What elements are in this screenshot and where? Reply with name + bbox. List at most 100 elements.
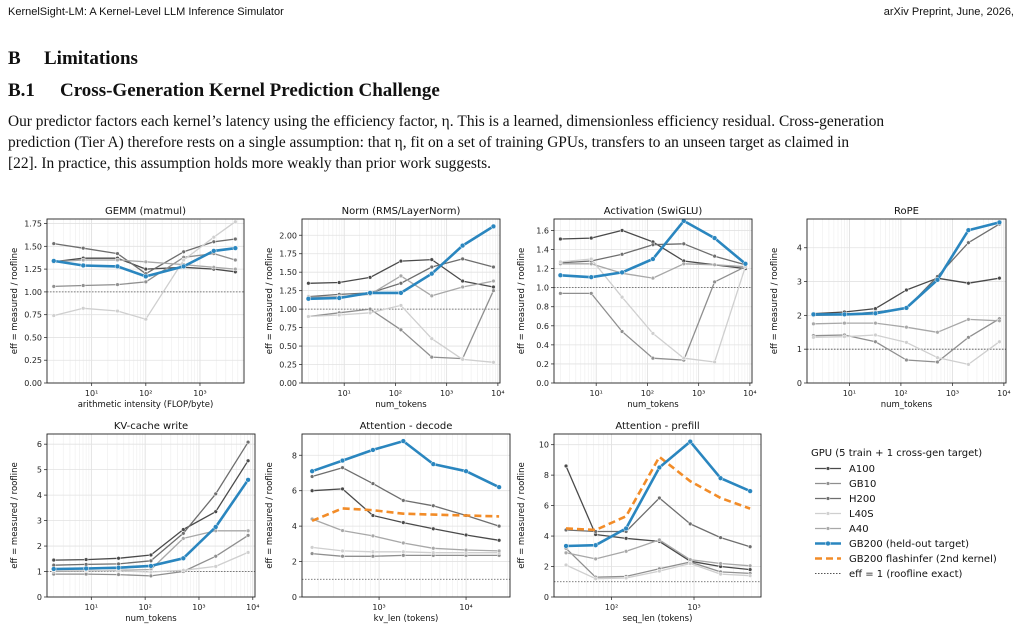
data-point: [148, 563, 154, 569]
data-point: [557, 272, 564, 278]
data-point: [340, 528, 345, 533]
y-tick-label: 2: [797, 311, 802, 320]
x-tick-label: 10⁴: [997, 389, 1010, 398]
y-tick-label: 0.00: [279, 379, 297, 388]
data-point: [935, 355, 940, 360]
data-point: [309, 545, 315, 550]
x-tick-label: 10²: [641, 389, 654, 398]
chart-title: Activation (SwiGLU): [604, 206, 703, 217]
data-point: [490, 223, 497, 230]
y-tick-label: 8: [292, 451, 297, 460]
y-tick-label: 0.0: [536, 379, 549, 388]
y-tick-label: 0: [797, 379, 802, 388]
data-point: [213, 524, 219, 530]
data-point: [563, 550, 569, 555]
data-point: [370, 447, 376, 453]
x-tick-label: 10¹: [843, 389, 856, 398]
data-point: [463, 532, 469, 538]
x-tick-label: 10²: [894, 389, 907, 398]
data-point: [747, 488, 753, 494]
y-tick-label: 0: [292, 593, 297, 602]
data-point: [429, 264, 434, 270]
data-point: [593, 576, 598, 581]
y-tick-label: 0.50: [279, 342, 297, 351]
data-point: [337, 312, 342, 318]
y-tick-label: 1.2: [536, 265, 549, 274]
y-tick-label: 0.8: [536, 303, 549, 312]
data-point: [841, 311, 848, 318]
y-tick-label: 4: [797, 244, 802, 253]
data-point: [431, 546, 436, 551]
data-point: [463, 547, 469, 553]
data-point: [712, 262, 717, 267]
data-point: [181, 257, 186, 263]
series-line-gb10: [312, 552, 500, 557]
data-point: [370, 513, 376, 518]
data-point: [656, 464, 663, 471]
paragraph-line: Our predictor factors each kernel’s late…: [8, 113, 885, 130]
data-point: [211, 248, 217, 254]
x-axis-label: seq_len (tokens): [623, 614, 693, 624]
data-point: [398, 258, 404, 264]
y-tick-label: 0.25: [24, 356, 42, 365]
plot-frame: [806, 218, 1007, 384]
data-point: [398, 327, 404, 332]
chart-title: KV-cache write: [114, 421, 188, 432]
data-point: [429, 354, 434, 360]
y-tick-label: 0.75: [24, 311, 42, 320]
data-point: [83, 557, 89, 562]
data-point: [115, 251, 120, 256]
data-point: [563, 562, 569, 568]
y-tick-label: 0.6: [536, 322, 549, 331]
plot-frame: [301, 433, 511, 598]
legend-label: A40: [849, 524, 869, 535]
body-paragraph: Our predictor factors each kernel’s late…: [8, 111, 1018, 174]
paragraph-line: prediction (Tier A) therefore rests on a…: [8, 134, 850, 151]
data-point: [51, 313, 56, 318]
data-point: [460, 278, 465, 284]
x-tick-label: 10¹: [85, 389, 98, 398]
y-tick-label: 2.00: [279, 231, 297, 240]
y-axis-label: eff = measured / roofline: [770, 248, 780, 354]
data-point: [81, 283, 86, 288]
subsection-number: B.1: [8, 80, 35, 101]
y-tick-label: 1.6: [536, 226, 549, 235]
y-tick-label: 4: [292, 522, 297, 531]
legend-entry-h200: H200: [815, 494, 876, 505]
y-tick-label: 1: [797, 345, 802, 354]
data-point: [429, 257, 434, 262]
legend-label: L40S: [849, 509, 874, 520]
y-tick-label: 5: [37, 466, 42, 475]
data-point: [83, 565, 89, 572]
running-header: KernelSight-LM: A Kernel-Level LLM Infer…: [8, 6, 1014, 20]
data-point: [398, 303, 404, 308]
data-point: [143, 279, 148, 285]
data-point: [80, 262, 86, 269]
data-point: [233, 236, 238, 242]
data-point: [181, 568, 186, 573]
data-point: [213, 491, 218, 497]
y-tick-label: 1.00: [279, 305, 297, 314]
data-point: [431, 526, 436, 531]
x-tick-label: 10¹: [590, 389, 603, 398]
data-point: [339, 457, 346, 464]
chart-panel: 10¹ 10² 10³ 10⁴ 0 1 2 3 4 5 6 KV-cache write num_tok…: [10, 421, 259, 624]
data-point: [657, 495, 662, 501]
x-tick-label: 10²: [389, 389, 402, 398]
data-point: [429, 293, 434, 298]
data-point: [623, 536, 629, 541]
data-point: [742, 261, 749, 267]
data-point: [496, 484, 502, 490]
data-point: [245, 458, 251, 463]
legend-swatch-marker: [825, 496, 831, 501]
data-point: [711, 235, 718, 241]
data-point: [309, 551, 315, 556]
subsection-title: Cross-Generation Kernel Prediction Chall…: [60, 80, 440, 101]
efficiency-figure: 10¹ 10² 10³0.000.250.500.751.001.251.501.7…: [10, 206, 1011, 624]
y-tick-label: 1.75: [279, 250, 297, 259]
data-point: [650, 275, 656, 281]
data-point: [213, 509, 218, 514]
y-tick-label: 0.00: [24, 379, 42, 388]
series-line-flashinfer: [311, 507, 500, 523]
paragraph-line: [22]. In practice, this assumption holds…: [8, 155, 492, 172]
